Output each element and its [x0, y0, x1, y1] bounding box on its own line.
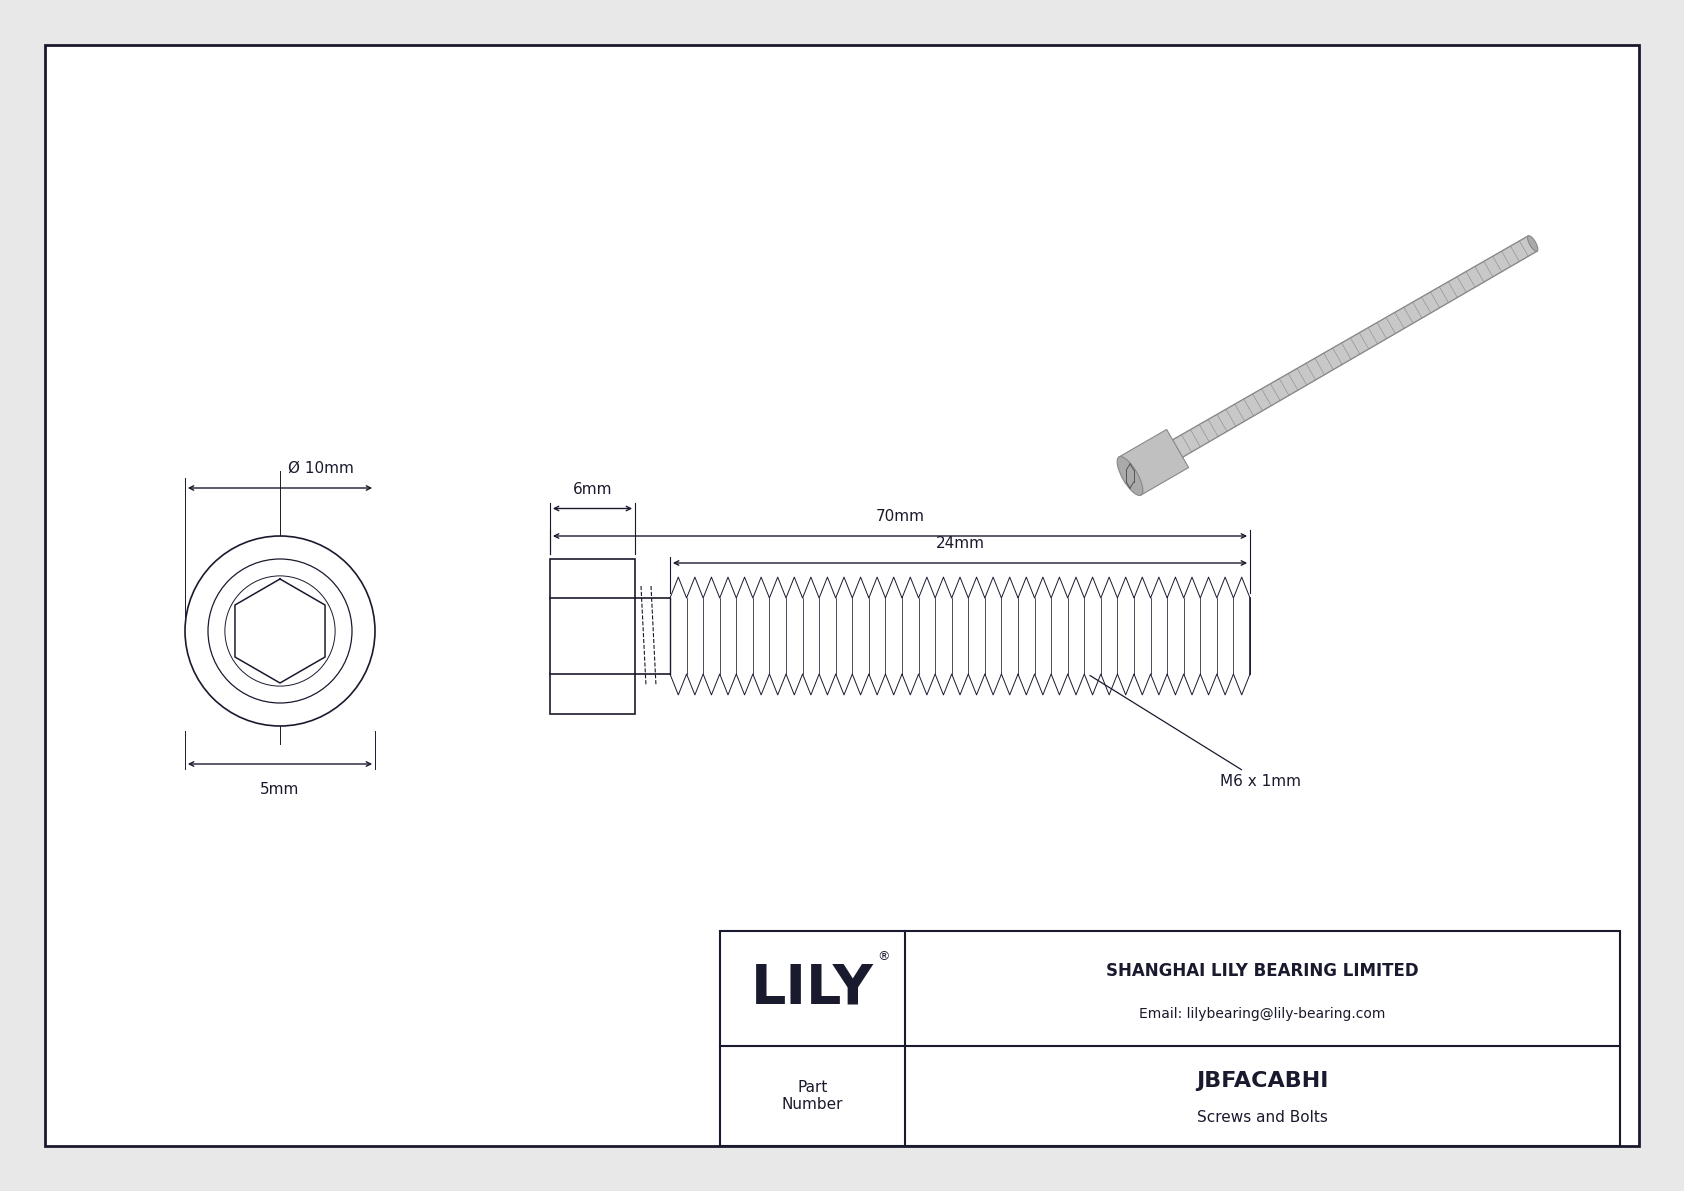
Text: ®: ®	[877, 949, 891, 962]
Text: JBFACABHI: JBFACABHI	[1196, 1071, 1329, 1091]
Text: Email: lilybearing@lily-bearing.com: Email: lilybearing@lily-bearing.com	[1140, 1006, 1386, 1021]
Text: 24mm: 24mm	[936, 536, 985, 551]
Polygon shape	[1172, 236, 1537, 457]
Text: M6 x 1mm: M6 x 1mm	[1090, 675, 1302, 788]
Ellipse shape	[1527, 236, 1537, 251]
Circle shape	[185, 536, 376, 727]
Circle shape	[209, 559, 352, 703]
Circle shape	[226, 576, 335, 686]
Text: Part
Number: Part Number	[781, 1080, 844, 1112]
Bar	[551, 559, 635, 713]
Text: SHANGHAI LILY BEARING LIMITED: SHANGHAI LILY BEARING LIMITED	[1106, 962, 1420, 980]
Polygon shape	[1118, 430, 1189, 495]
Ellipse shape	[1116, 456, 1143, 495]
Text: Screws and Bolts: Screws and Bolts	[1197, 1110, 1329, 1125]
Text: 6mm: 6mm	[573, 481, 613, 497]
Text: LILY: LILY	[751, 961, 874, 1016]
Bar	[721, 931, 1620, 1146]
Text: 70mm: 70mm	[876, 509, 925, 524]
Text: 5mm: 5mm	[261, 782, 300, 797]
Text: Ø 10mm: Ø 10mm	[288, 461, 354, 476]
